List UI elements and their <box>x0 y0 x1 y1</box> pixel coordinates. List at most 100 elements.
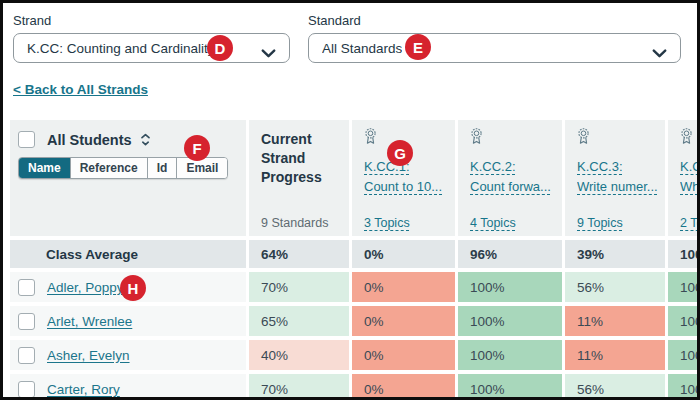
class-average-label: Class Average <box>10 240 246 268</box>
average-value-cell: 39% <box>565 240 665 268</box>
standard-header-cell: K.CC.2:Count forwa... 4 Topics <box>458 120 562 236</box>
view-tab-name[interactable]: Name <box>19 158 71 178</box>
chevron-down-icon <box>652 44 667 62</box>
row-checkbox[interactable] <box>18 347 35 364</box>
standard-code: K.CC.4: <box>680 157 700 177</box>
strand-progress-report-screen: Strand K.CC: Counting and Cardinality St… <box>0 0 700 400</box>
score-cell: 100% <box>668 272 700 302</box>
table-row: Carter, Rory70%0%100%56%100% <box>10 374 700 400</box>
score-cell: 40% <box>249 340 349 370</box>
score-cell: 11% <box>565 306 665 336</box>
standard-header-cell: K.CC.4:When counti... 2 Topics <box>668 120 700 236</box>
students-header-cell: All Students NameReferenceIdEmail <box>10 120 246 236</box>
strand-filter: Strand K.CC: Counting and Cardinality <box>13 13 290 63</box>
annotation-h: H <box>120 275 146 301</box>
row-checkbox[interactable] <box>18 381 35 398</box>
row-checkbox[interactable] <box>18 313 35 330</box>
view-tab-id[interactable]: Id <box>148 158 178 178</box>
progress-column-title: Current Strand Progress <box>261 130 341 187</box>
row-checkbox[interactable] <box>18 279 35 296</box>
annotation-d: D <box>207 35 233 61</box>
score-cell: 70% <box>249 374 349 400</box>
student-name-link[interactable]: Asher, Evelyn <box>47 348 130 363</box>
table-row: Adler, Poppy70%0%100%56%100% <box>10 272 700 302</box>
student-name-cell: Arlet, Wrenlee <box>10 306 246 336</box>
student-rows: Adler, Poppy70%0%100%56%100%Arlet, Wrenl… <box>10 272 700 400</box>
back-to-all-strands-link[interactable]: < Back to All Strands <box>13 82 148 97</box>
student-name-link[interactable]: Carter, Rory <box>47 382 120 397</box>
score-cell: 0% <box>352 374 455 400</box>
score-cell: 11% <box>565 340 665 370</box>
annotation-f: F <box>184 135 210 161</box>
score-cell: 100% <box>458 374 562 400</box>
standard-link[interactable]: K.CC.2:Count forwa... <box>470 157 551 197</box>
average-value-cell: 96% <box>458 240 562 268</box>
student-name-cell: Carter, Rory <box>10 374 246 400</box>
standard-filter-label: Standard <box>308 13 681 28</box>
table-header-row: All Students NameReferenceIdEmail Curren… <box>10 120 700 236</box>
standard-dropdown[interactable]: All Standards <box>308 33 681 63</box>
standard-link[interactable]: K.CC.4:When counti... <box>680 157 700 197</box>
annotation-g: G <box>387 140 413 166</box>
topics-link[interactable]: 2 Topics <box>680 216 700 230</box>
topics-link[interactable]: 4 Topics <box>470 216 516 230</box>
average-value: 96% <box>458 247 497 262</box>
strand-dropdown[interactable]: K.CC: Counting and Cardinality <box>13 33 290 63</box>
strand-filter-label: Strand <box>13 13 290 28</box>
standard-title: When counti... <box>680 177 700 197</box>
average-value: 100% <box>668 247 700 262</box>
class-average-row: Class Average 64% 0% 96% 39% 100% <box>10 240 700 268</box>
score-cell: 70% <box>249 272 349 302</box>
score-cell: 100% <box>668 306 700 336</box>
view-tab-email[interactable]: Email <box>177 158 227 178</box>
standard-header-cell: K.CC.1:Count to 10...3 Topics <box>352 120 455 236</box>
standard-header-cell: K.CC.3:Write numer... 9 Topics <box>565 120 665 236</box>
view-tab-reference[interactable]: Reference <box>71 158 148 178</box>
score-cell: 56% <box>565 272 665 302</box>
student-name-link[interactable]: Adler, Poppy <box>47 280 124 295</box>
strand-dropdown-value: K.CC: Counting and Cardinality <box>27 41 215 56</box>
medal-icon <box>363 127 378 149</box>
score-cell: 0% <box>352 340 455 370</box>
standard-filter: Standard All Standards <box>308 13 681 63</box>
average-value: 64% <box>249 247 288 262</box>
score-cell: 100% <box>458 272 562 302</box>
topics-link[interactable]: 9 Topics <box>577 216 623 230</box>
average-value-cell: 64% <box>249 240 349 268</box>
score-cell: 100% <box>668 340 700 370</box>
standards-count: 9 Standards <box>261 216 328 230</box>
score-cell: 100% <box>458 340 562 370</box>
score-cell: 56% <box>565 374 665 400</box>
average-value-cell: 0% <box>352 240 455 268</box>
standard-dropdown-value: All Standards <box>322 41 402 56</box>
medal-icon <box>576 127 591 149</box>
student-name-cell: Asher, Evelyn <box>10 340 246 370</box>
standard-title: Count forwa... <box>470 177 551 197</box>
standard-code: K.CC.2: <box>470 157 516 177</box>
medal-icon <box>679 127 694 149</box>
score-cell: 100% <box>458 306 562 336</box>
average-value-cell: 100% <box>668 240 700 268</box>
sort-icon[interactable] <box>140 133 151 147</box>
table-row: Asher, Evelyn40%0%100%11%100% <box>10 340 700 370</box>
select-all-checkbox[interactable] <box>18 131 35 148</box>
score-cell: 65% <box>249 306 349 336</box>
chevron-down-icon <box>261 44 276 62</box>
all-students-label: All Students <box>47 132 132 148</box>
progress-table: All Students NameReferenceIdEmail Curren… <box>10 120 700 400</box>
average-value: 39% <box>565 247 604 262</box>
score-cell: 0% <box>352 272 455 302</box>
score-cell: 0% <box>352 306 455 336</box>
standard-link[interactable]: K.CC.3:Write numer... <box>577 157 658 197</box>
standard-code: K.CC.3: <box>577 157 623 177</box>
student-name-link[interactable]: Arlet, Wrenlee <box>47 314 132 329</box>
medal-icon <box>469 127 484 149</box>
average-value: 0% <box>352 247 384 262</box>
standard-title: Write numer... <box>577 177 658 197</box>
standard-title: Count to 10... <box>364 177 442 197</box>
table-row: Arlet, Wrenlee65%0%100%11%100% <box>10 306 700 336</box>
topics-link[interactable]: 3 Topics <box>364 216 410 230</box>
annotation-e: E <box>405 34 431 60</box>
progress-header-cell: Current Strand Progress 9 Standards <box>249 120 349 236</box>
score-cell: 100% <box>668 374 700 400</box>
